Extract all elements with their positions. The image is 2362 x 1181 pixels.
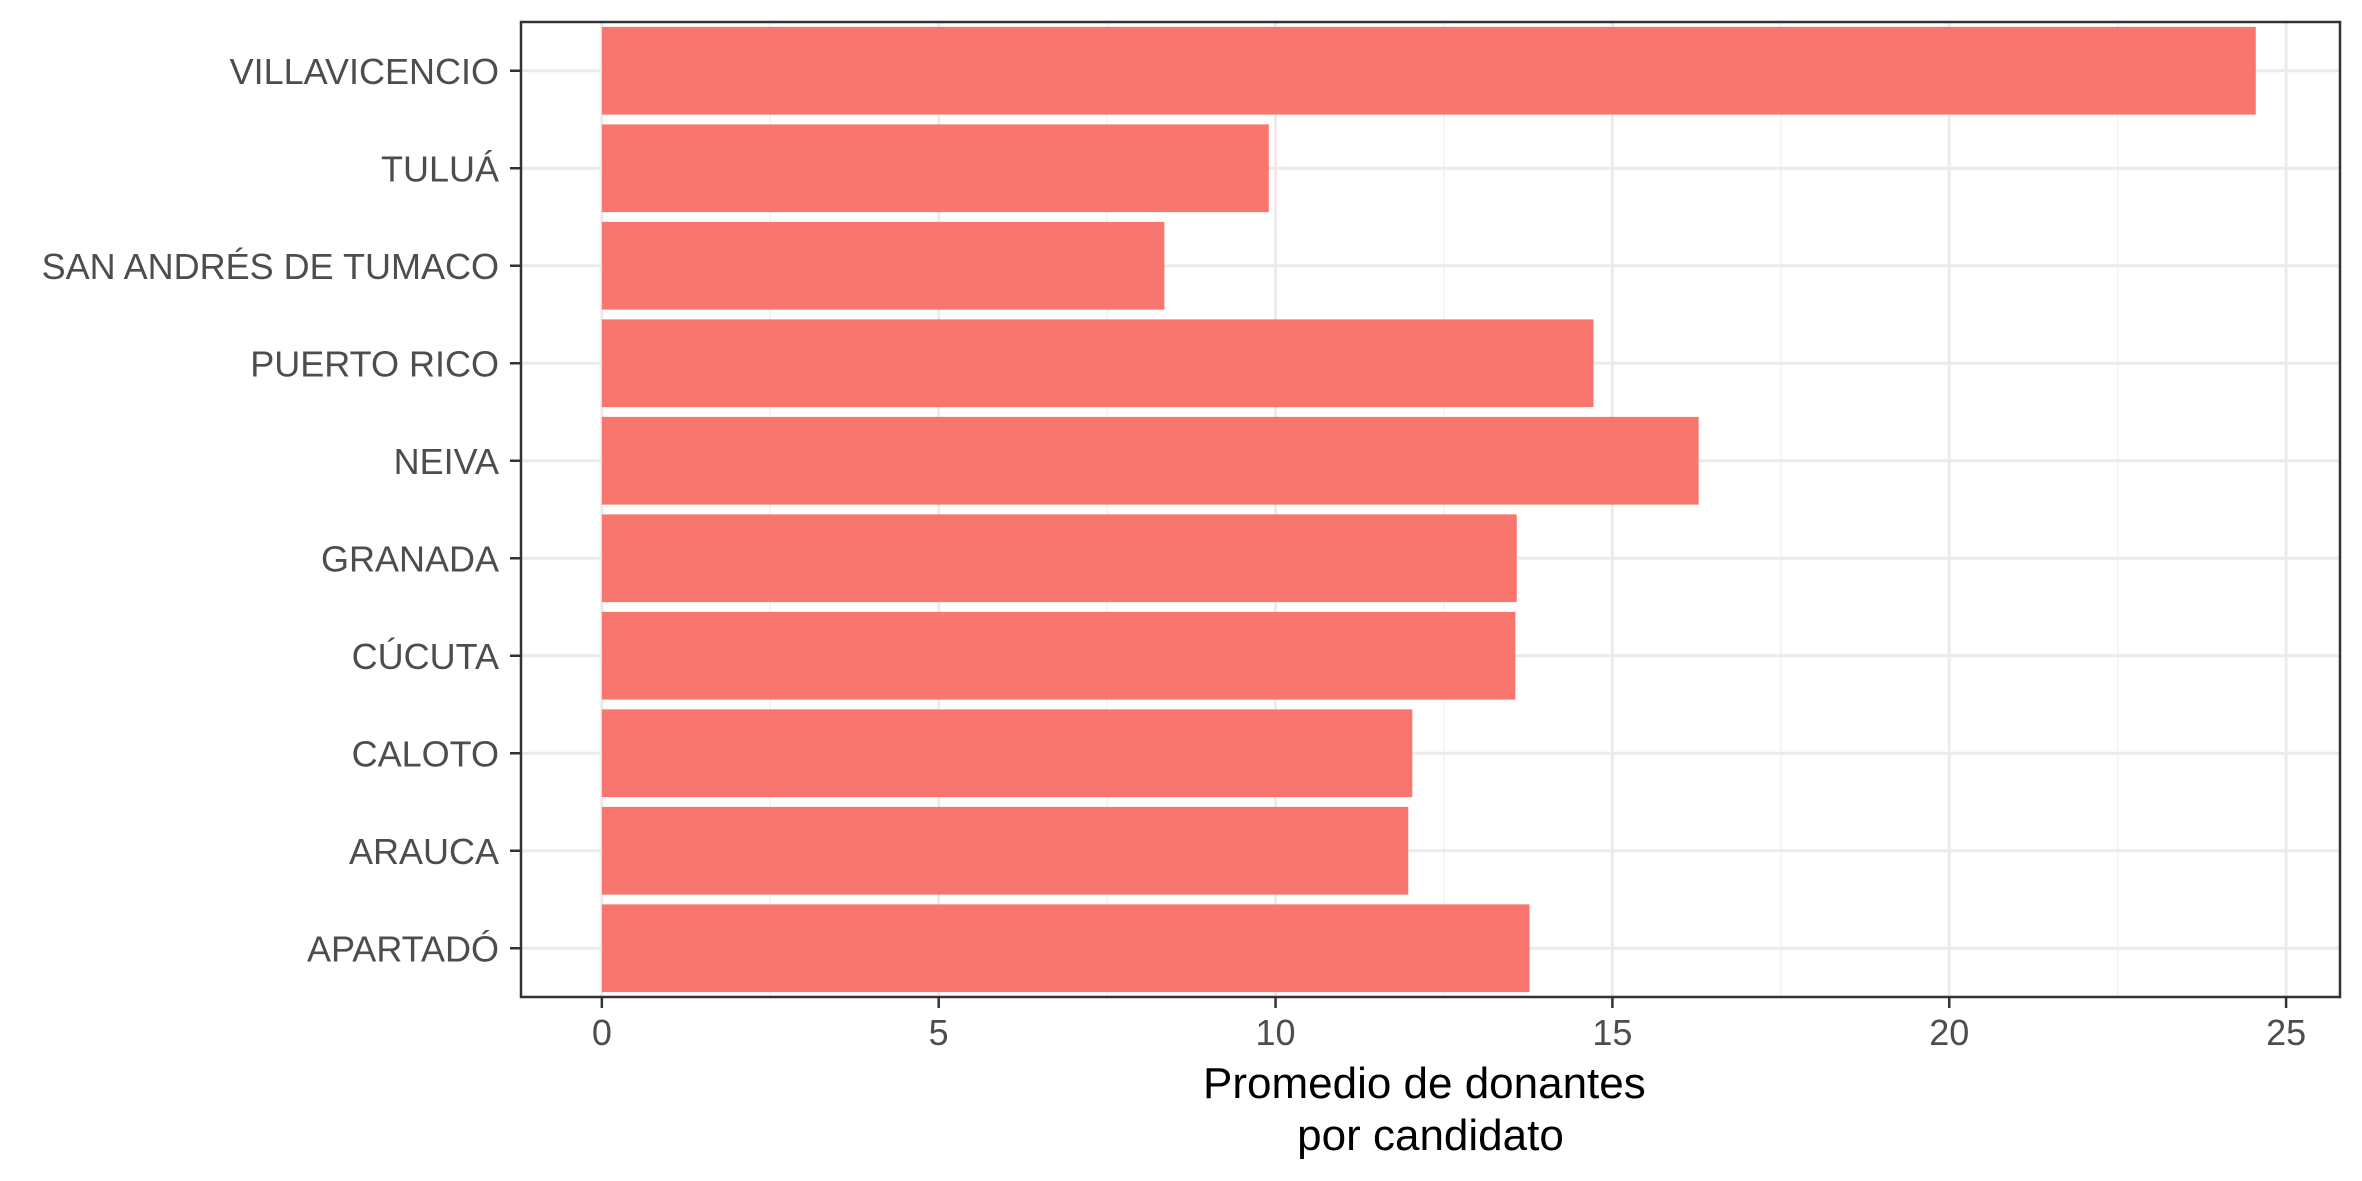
y-tick-label: SAN ANDRÉS DE TUMACO — [42, 246, 499, 287]
bar — [601, 611, 1516, 700]
bar — [601, 806, 1409, 895]
y-tick-label: CALOTO — [352, 733, 499, 774]
y-tick-label: APARTADÓ — [307, 928, 499, 969]
y-tick-label: CÚCUTA — [352, 636, 499, 677]
y-tick-label: PUERTO RICO — [250, 343, 499, 384]
x-axis-title: Promedio de donantes por candidato — [1203, 1059, 1658, 1160]
y-tick-label: NEIVA — [394, 441, 499, 482]
x-axis-title-line-1: Promedio de donantes — [1203, 1059, 1646, 1108]
x-tick-label: 20 — [1929, 1012, 1969, 1053]
bar — [601, 416, 1699, 505]
x-tick-label: 5 — [929, 1012, 949, 1053]
y-axis: VILLAVICENCIO TULUÁ SAN ANDRÉS DE TUMACO PU… — [42, 51, 521, 969]
y-tick-label: ARAUCA — [349, 831, 499, 872]
bars — [601, 26, 2256, 993]
x-tick-label: 25 — [2266, 1012, 2306, 1053]
bar — [601, 26, 2256, 115]
y-tick-label: VILLAVICENCIO — [230, 51, 499, 92]
x-tick-label: 0 — [592, 1012, 612, 1053]
x-tick-label: 10 — [1256, 1012, 1296, 1053]
y-tick-label: TULUÁ — [381, 148, 499, 189]
bar — [601, 124, 1269, 213]
bar — [601, 709, 1413, 798]
bar — [601, 221, 1165, 310]
bar — [601, 514, 1517, 603]
bar — [601, 319, 1594, 408]
y-tick-label: GRANADA — [321, 538, 499, 579]
x-axis: 0 5 10 15 20 25 — [592, 997, 2306, 1053]
x-axis-title-line-2: por candidato — [1297, 1111, 1564, 1160]
panel-border — [519, 20, 2342, 999]
x-tick-label: 15 — [1592, 1012, 1632, 1053]
bar — [601, 904, 1530, 993]
